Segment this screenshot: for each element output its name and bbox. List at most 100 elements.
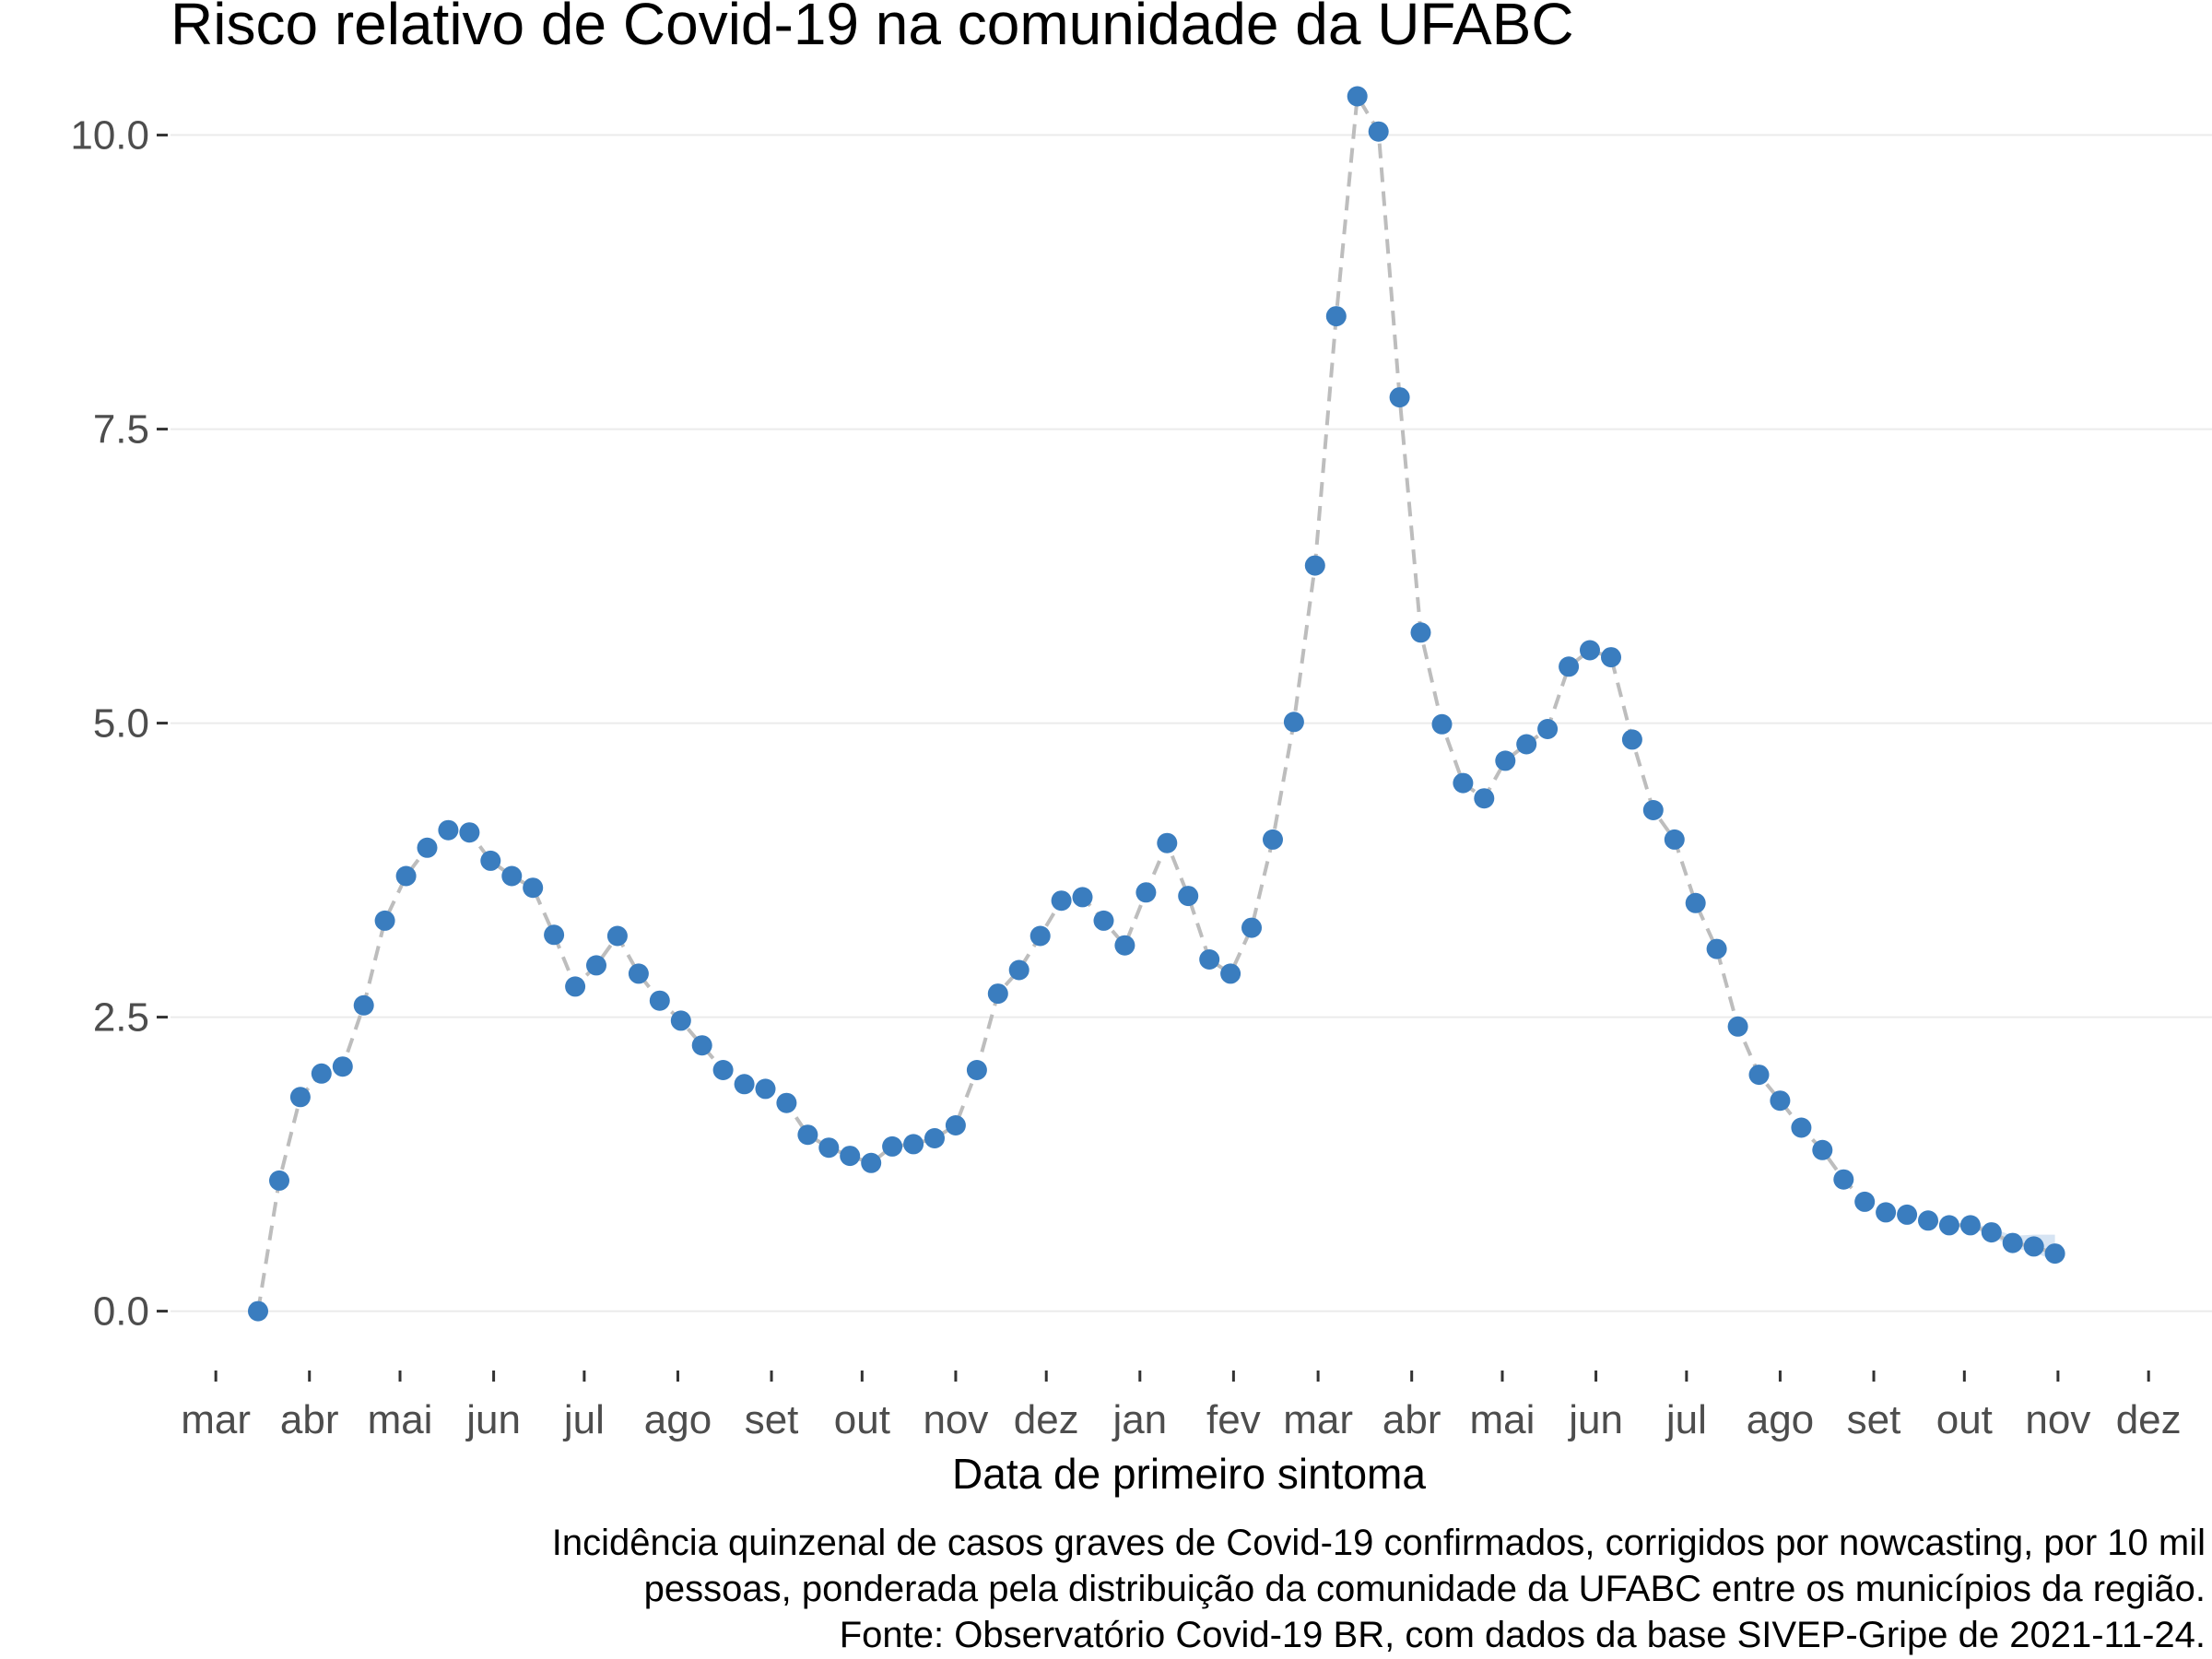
data-point: [289, 1087, 311, 1108]
x-tick-label: nov: [923, 1397, 988, 1442]
data-point: [1051, 890, 1072, 912]
data-point: [903, 1134, 924, 1155]
data-point: [1664, 829, 1685, 850]
x-tick-label: mar: [1283, 1397, 1353, 1442]
data-point: [840, 1146, 861, 1167]
data-point: [1178, 886, 1199, 907]
data-point: [966, 1060, 987, 1080]
data-point: [649, 990, 670, 1011]
data-point: [1263, 829, 1283, 850]
data-point: [311, 1063, 332, 1084]
data-point: [1157, 832, 1178, 853]
data-point: [691, 1035, 712, 1056]
data-point: [882, 1135, 903, 1157]
data-point: [734, 1074, 755, 1095]
y-tick-label: 10.0: [70, 113, 149, 159]
data-point: [480, 850, 501, 871]
data-point: [818, 1137, 840, 1159]
data-point: [269, 1170, 289, 1191]
x-tick-label: ago: [1747, 1397, 1814, 1442]
data-point: [1283, 712, 1304, 733]
data-point: [1918, 1210, 1938, 1231]
data-point: [1093, 910, 1114, 931]
data-point: [797, 1124, 818, 1146]
x-tick-label: mai: [368, 1397, 433, 1442]
data-point: [1516, 734, 1537, 755]
data-point: [1897, 1204, 1918, 1225]
data-point: [1008, 959, 1030, 981]
x-tick-label: mar: [181, 1397, 251, 1442]
x-tick-label: jul: [1665, 1397, 1707, 1442]
x-tick-label: jun: [465, 1397, 521, 1442]
data-point: [1241, 917, 1262, 938]
data-point: [2044, 1243, 2065, 1265]
data-point: [1559, 656, 1580, 677]
x-tick-label: jan: [1111, 1397, 1167, 1442]
chart-title: Risco relativo de Covid-19 na comunidade…: [171, 0, 1574, 57]
data-point: [987, 983, 1008, 1005]
data-point: [861, 1152, 882, 1173]
data-point: [1199, 949, 1220, 970]
data-point: [459, 822, 480, 843]
data-point: [332, 1056, 353, 1077]
x-tick-label: dez: [2116, 1397, 2182, 1442]
data-point: [395, 865, 417, 887]
data-point: [1959, 1215, 1981, 1236]
y-axis: 0.0 2.5 5.0 7.5 10.0: [70, 113, 168, 1335]
y-tick-label: 0.0: [93, 1289, 149, 1335]
data-point: [1876, 1202, 1897, 1223]
grid-lines: [171, 134, 2212, 1312]
series-line: [256, 90, 2056, 1312]
data-point: [776, 1092, 797, 1113]
y-tick-label: 7.5: [93, 407, 149, 453]
data-point: [1030, 925, 1051, 947]
data-point: [1621, 729, 1642, 750]
x-tick-label: out: [1936, 1397, 1993, 1442]
y-tick-label: 2.5: [93, 995, 149, 1041]
data-point: [1981, 1222, 2002, 1243]
data-point: [945, 1115, 966, 1135]
x-tick-label: set: [745, 1397, 799, 1442]
data-point: [1114, 935, 1135, 956]
data-point: [1453, 772, 1474, 794]
data-point: [1833, 1169, 1854, 1190]
x-axis: mar abr mai jun jul ago set out nov dez jan fev mar a…: [181, 1371, 2182, 1442]
data-point: [1791, 1117, 1812, 1138]
caption-line-1: Incidência quinzenal de casos graves de …: [552, 1523, 2206, 1563]
x-tick-label: jun: [1567, 1397, 1623, 1442]
data-point: [628, 963, 649, 984]
data-point: [924, 1128, 945, 1148]
caption-line-3: Fonte: Observatório Covid-19 BR, com dad…: [840, 1615, 2206, 1655]
x-tick-label: jul: [562, 1397, 605, 1442]
data-point: [248, 1300, 268, 1322]
x-axis-label: Data de primeiro sintoma: [952, 1450, 1426, 1498]
x-tick-label: set: [1847, 1397, 1901, 1442]
data-point: [1854, 1191, 1876, 1212]
data-point: [1601, 647, 1621, 668]
data-point: [1537, 719, 1559, 739]
data-point: [1748, 1065, 1770, 1086]
data-point: [712, 1060, 734, 1080]
data-point: [1325, 306, 1347, 327]
data-point: [1368, 121, 1389, 142]
data-point: [755, 1078, 776, 1100]
x-tick-label: fev: [1206, 1397, 1261, 1442]
data-point: [438, 819, 459, 841]
data-point: [353, 994, 374, 1016]
caption-line-2: pessoas, ponderada pela distribuição da …: [644, 1569, 2206, 1609]
x-tick-label: mai: [1470, 1397, 1535, 1442]
data-point: [1410, 622, 1431, 643]
data-point: [2023, 1236, 2044, 1257]
data-point: [586, 955, 606, 976]
data-point: [606, 925, 628, 947]
data-point: [1938, 1215, 1959, 1236]
data-point: [1135, 882, 1157, 903]
data-point: [670, 1010, 691, 1031]
y-tick-label: 5.0: [93, 701, 149, 747]
data-point: [1580, 640, 1600, 661]
data-point: [544, 924, 565, 946]
data-points: [248, 86, 2065, 1322]
data-point: [1685, 892, 1706, 913]
data-point: [417, 837, 438, 858]
